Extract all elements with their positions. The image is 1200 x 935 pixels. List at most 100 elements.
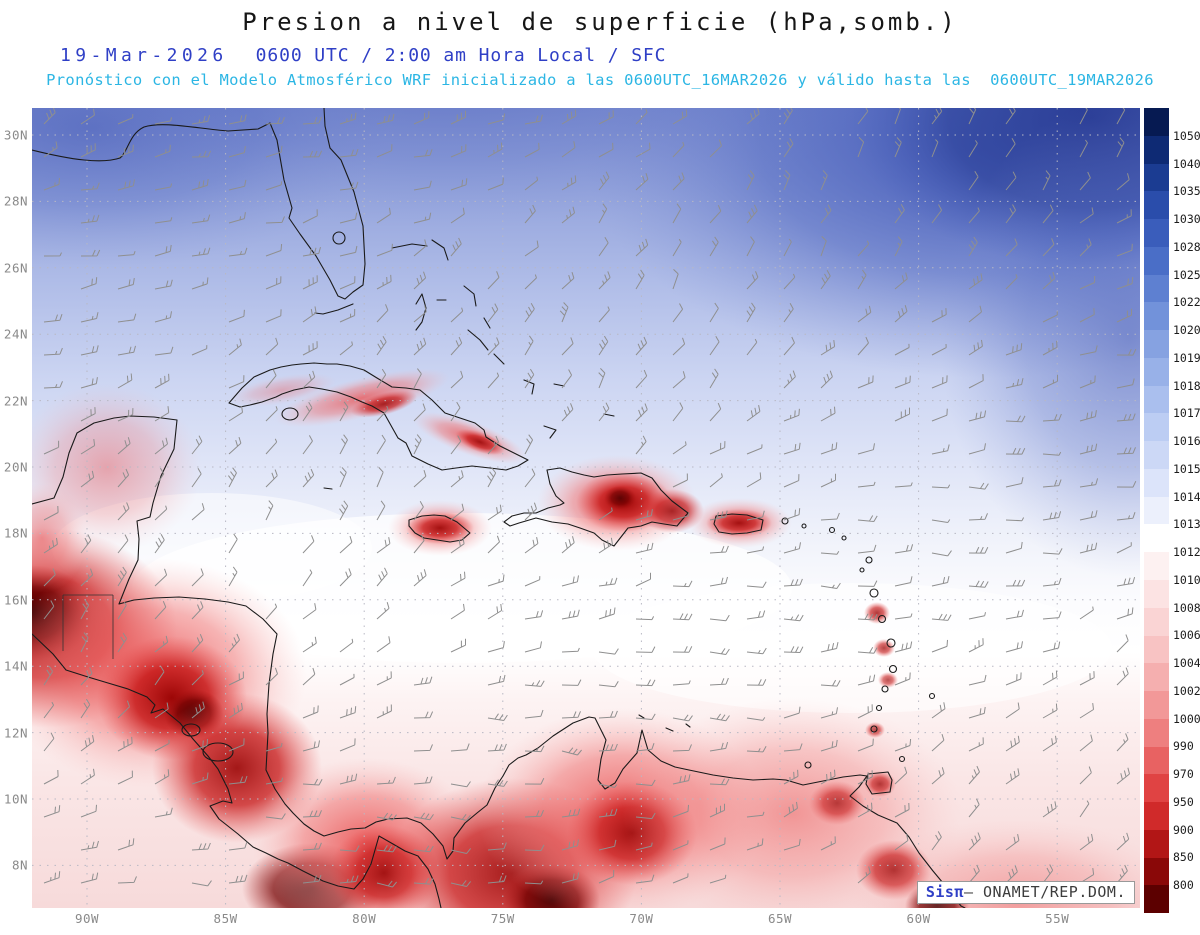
colorbar-cells <box>1144 108 1169 914</box>
colorbar-cell <box>1144 191 1169 220</box>
lesser-antilles-islands <box>638 517 936 795</box>
colorbar-label: 1025 <box>1173 267 1200 282</box>
colorbar-cell <box>1144 468 1169 497</box>
lon-label: 75W <box>490 911 515 926</box>
colorbar-cell <box>1144 302 1169 331</box>
colorbar-label: 1030 <box>1173 212 1200 227</box>
datetime-line: 19-Mar-2026 0600 UTC / 2:00 am Hora Loca… <box>0 45 1200 66</box>
bahamas-islands <box>323 239 615 490</box>
colorbar-cell <box>1144 246 1169 275</box>
pressure-map-canvas <box>32 108 1140 908</box>
colorbar-cell <box>1144 496 1169 525</box>
model-info-line: Pronóstico con el Modelo Atmosférico WRF… <box>46 71 1154 89</box>
colorbar-label: 970 <box>1173 767 1194 782</box>
longitude-axis: 90W 85W 80W 75W 70W 65W 60W 55W <box>32 908 1140 930</box>
colorbar-cell <box>1144 219 1169 247</box>
colorbar-cell <box>1144 135 1169 164</box>
colorbar-cell <box>1144 746 1169 775</box>
colorbar-label: 1028 <box>1173 239 1200 254</box>
lake-managua <box>181 723 201 737</box>
colorbar-cell <box>1144 163 1169 192</box>
lat-label: 24N <box>3 326 28 342</box>
colorbar-cell <box>1144 885 1169 914</box>
colorbar-cell <box>1144 802 1169 830</box>
coast-trinidad <box>865 771 893 795</box>
colorbar-label: 1022 <box>1173 295 1200 310</box>
lon-label: 65W <box>767 911 793 926</box>
colorbar-cell <box>1144 635 1169 664</box>
pressure-colorbar: 1050 1040 1035 1030 1028 1025 1022 1020 1019 1018… <box>1144 108 1200 920</box>
colorbar-label: 990 <box>1173 739 1194 754</box>
colorbar-label: 1008 <box>1173 600 1200 615</box>
colorbar-cell <box>1144 607 1169 636</box>
colorbar-cell <box>1144 413 1169 442</box>
political-borders <box>62 594 114 659</box>
colorbar-label: 1002 <box>1173 683 1200 698</box>
colorbar-label: 800 <box>1173 878 1194 893</box>
sispi-logo: Sisπ <box>925 883 964 901</box>
forecast-time: 0600 UTC / 2:00 am Hora Local / SFC <box>255 45 667 66</box>
forecast-date: 19-Mar-2026 <box>60 45 228 66</box>
colorbar-cell <box>1144 385 1169 414</box>
coast-cuba <box>228 362 529 471</box>
lat-label: 16N <box>3 592 28 608</box>
colorbar-cell <box>1144 274 1169 303</box>
colorbar-label: 1015 <box>1173 461 1200 476</box>
colorbar-label: 850 <box>1173 850 1194 865</box>
coast-pacific <box>32 633 442 908</box>
colorbar-scale: 1050 1040 1035 1030 1028 1025 1022 1020 1019 1018… <box>1173 108 1200 913</box>
lat-label: 20N <box>3 459 28 475</box>
lat-label: 8N <box>11 857 28 873</box>
latitude-axis: 30N 28N 26N 24N 22N 20N 18N 16N 14N 12N 10N 8N <box>0 108 30 908</box>
credit-text: – ONAMET/REP.DOM. <box>963 883 1126 901</box>
colorbar-cell <box>1144 580 1169 608</box>
colorbar-cell <box>1144 357 1169 386</box>
lon-label: 80W <box>352 911 377 926</box>
colorbar-cell <box>1144 691 1169 719</box>
colorbar-label: 1017 <box>1173 406 1200 421</box>
lon-label: 60W <box>906 911 931 926</box>
colorbar-label: 1000 <box>1173 711 1200 726</box>
lat-label: 18N <box>3 525 28 541</box>
colorbar-label: 1013 <box>1173 517 1200 532</box>
isla-juventud <box>281 407 299 421</box>
page-title: Presion a nivel de superficie (hPa,somb.… <box>242 8 958 36</box>
colorbar-cell <box>1144 829 1169 858</box>
colorbar-label: 1016 <box>1173 434 1200 449</box>
coast-puerto-rico <box>713 513 764 535</box>
coast-gulf-florida <box>32 108 366 300</box>
lon-label: 90W <box>74 911 100 926</box>
lat-label: 14N <box>3 658 28 674</box>
lon-label: 70W <box>629 911 654 926</box>
lat-label: 12N <box>3 725 28 741</box>
colorbar-label: 1040 <box>1173 156 1200 171</box>
colorbar-label: 1006 <box>1173 628 1200 643</box>
colorbar-cell <box>1144 108 1169 136</box>
colorbar-label: 1014 <box>1173 489 1200 504</box>
lake-okeechobee <box>332 231 346 245</box>
coast-jamaica <box>408 514 471 543</box>
lon-label: 85W <box>213 911 238 926</box>
colorbar-label: 1018 <box>1173 378 1200 393</box>
grid-lines <box>32 108 1140 908</box>
lake-nicaragua <box>202 742 234 762</box>
coast-florida-keys <box>314 303 354 315</box>
header: Presion a nivel de superficie (hPa,somb.… <box>0 8 1200 89</box>
colorbar-cell <box>1144 663 1169 692</box>
colorbar-cell <box>1144 552 1169 581</box>
low-pressure-shading <box>32 368 1140 908</box>
colorbar-label: 950 <box>1173 794 1194 809</box>
lon-label: 55W <box>1045 911 1070 926</box>
colorbar-label: 1019 <box>1173 350 1200 365</box>
colorbar-cell <box>1144 524 1169 553</box>
colorbar-label: 1050 <box>1173 128 1200 143</box>
colorbar-cell <box>1144 857 1169 886</box>
wind-barbs <box>43 108 1137 888</box>
lat-label: 28N <box>3 193 28 209</box>
colorbar-label: 1035 <box>1173 184 1200 199</box>
credit-badge: Sisπ– ONAMET/REP.DOM. <box>916 881 1135 904</box>
coast-hispaniola <box>503 467 689 547</box>
colorbar-cell <box>1144 330 1169 358</box>
lat-label: 26N <box>3 260 28 276</box>
colorbar-cell <box>1144 718 1169 747</box>
